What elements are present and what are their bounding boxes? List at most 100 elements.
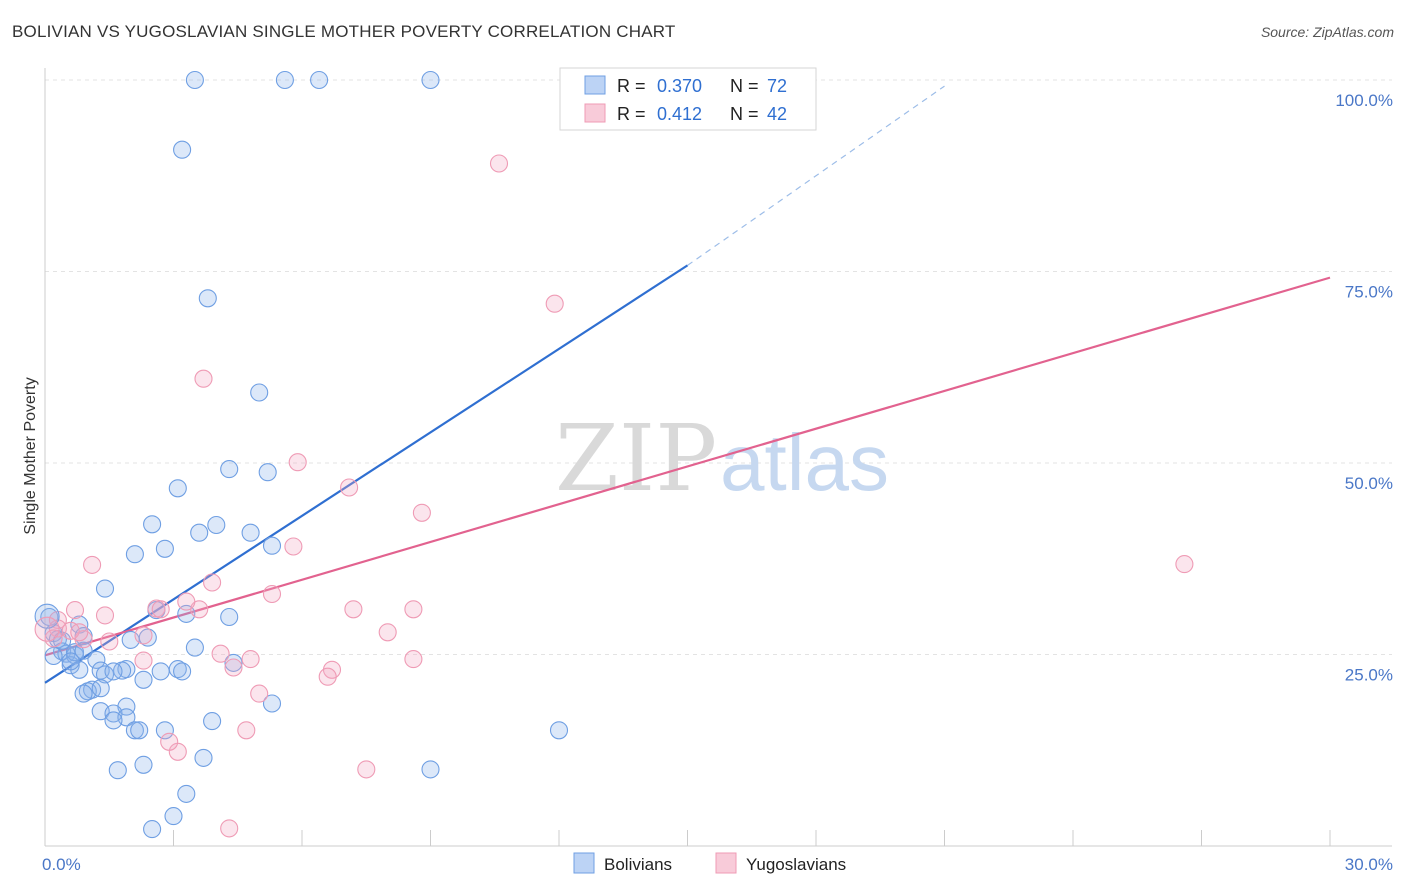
point-yugoslavians-13	[95, 606, 115, 625]
point-bolivians-63	[164, 807, 183, 826]
point-bolivians-15	[155, 539, 174, 558]
point-bolivians-13	[241, 523, 260, 542]
point-yugoslavians-8	[284, 537, 303, 556]
watermark: ZIP atlas	[555, 405, 889, 512]
point-yugoslavians-14	[65, 601, 85, 620]
point-bolivians-56	[155, 721, 174, 740]
point-yugoslavians-19	[404, 600, 423, 619]
point-yugoslavians-34	[250, 684, 269, 703]
legend-n-label-1: N =	[730, 76, 759, 96]
point-yugoslavians-20	[177, 592, 196, 611]
y-tick-label-2: 75.0%	[1345, 283, 1393, 302]
point-bolivians-1	[275, 70, 294, 90]
point-bolivians-59	[134, 755, 153, 774]
point-yugoslavians-6	[412, 503, 431, 522]
point-yugoslavians-41	[70, 623, 89, 642]
trend-lines	[44, 85, 1331, 684]
point-bolivians-51	[104, 711, 123, 730]
point-bolivians-43	[134, 670, 153, 689]
point-yugoslavians-27	[211, 644, 230, 663]
point-bolivians-17	[95, 579, 115, 598]
point-bolivians-7	[220, 460, 239, 479]
legend-r-label-1: R =	[617, 76, 646, 96]
point-yugoslavians-35	[237, 721, 256, 740]
point-bolivians-31	[44, 646, 63, 666]
point-yugoslavians-28	[241, 650, 260, 669]
legend: R = 0.370 N = 72 R = 0.412 N = 42	[559, 67, 817, 131]
point-bolivians-70	[173, 662, 192, 681]
point-bolivians-20	[220, 607, 239, 627]
point-yugoslavians-37	[160, 732, 179, 751]
bottom-legend-swatch-bolivians	[573, 852, 595, 874]
chart-source: Source: ZipAtlas.com	[1260, 24, 1394, 40]
point-yugoslavians-cluster	[34, 616, 60, 642]
bottom-legend-bolivians: Bolivians	[604, 855, 672, 874]
point-bolivians-2	[310, 70, 329, 90]
point-yugoslavians-33	[318, 667, 337, 686]
point-bolivians-53	[262, 694, 282, 713]
point-yugoslavians-9	[203, 573, 222, 592]
point-bolivians-62	[177, 784, 196, 803]
point-yugoslavians-3	[194, 369, 213, 388]
point-bolivians-52	[203, 712, 222, 731]
point-bolivians-55	[130, 721, 149, 740]
y-tick-label-0: 25.0%	[1345, 666, 1393, 685]
legend-r-value-1: 0.370	[657, 76, 702, 96]
point-yugoslavians-18	[344, 600, 363, 619]
grid-lines	[45, 79, 1392, 655]
point-bolivians-69	[104, 662, 123, 681]
point-yugoslavians-38	[357, 760, 376, 779]
trend-line-bolivians	[44, 264, 689, 684]
chart-title: BOLIVIAN VS YUGOSLAVIAN SINGLE MOTHER PO…	[12, 22, 676, 41]
point-bolivians-61	[421, 760, 440, 779]
point-yugoslavians-5	[340, 478, 359, 497]
point-bolivians-65	[91, 679, 110, 698]
point-yugoslavians-23	[378, 623, 397, 642]
data-points	[34, 70, 1194, 839]
bottom-legend-yugoslavians: Yugoslavians	[746, 855, 846, 874]
legend-r-value-2: 0.412	[657, 104, 702, 124]
point-yugoslavians-16	[151, 600, 170, 619]
point-bolivians-58	[194, 748, 213, 767]
legend-n-label-2: N =	[730, 104, 759, 124]
legend-r-label-2: R =	[617, 104, 646, 124]
point-yugoslavians-4	[288, 453, 307, 472]
legend-n-value-1: 72	[767, 76, 787, 96]
bottom-legend-swatch-yugoslavians	[715, 852, 737, 874]
legend-swatch-bolivians	[584, 75, 606, 95]
point-yugoslavians-7	[83, 555, 102, 574]
x-tick-label-0: 0.0%	[42, 855, 81, 874]
point-bolivians-11	[190, 523, 209, 542]
point-yugoslavians-25	[100, 632, 119, 651]
point-yugoslavians-31	[224, 658, 243, 677]
legend-n-value-2: 42	[767, 104, 787, 124]
point-bolivians-38	[151, 662, 170, 681]
point-yugoslavians-29	[404, 650, 423, 669]
point-yugoslavians-39	[220, 819, 239, 838]
point-bolivians-3	[421, 70, 440, 90]
point-bolivians-42	[224, 653, 243, 672]
x-tick-label-1: 30.0%	[1345, 855, 1393, 874]
y-tick-label-3: 100.0%	[1335, 91, 1393, 110]
point-bolivians-0	[185, 70, 204, 90]
point-bolivians-46	[74, 684, 93, 703]
y-tick-label-1: 50.0%	[1345, 474, 1393, 493]
point-bolivians-9	[168, 479, 187, 498]
watermark-zip: ZIP	[555, 405, 717, 512]
legend-swatch-yugoslavians	[584, 103, 606, 123]
point-bolivians-16	[125, 545, 144, 564]
point-yugoslavians-1	[489, 154, 509, 173]
point-bolivians-4	[173, 140, 192, 159]
y-axis-label: Single Mother Poverty	[22, 377, 39, 534]
point-bolivians-60	[108, 761, 127, 780]
point-bolivians-12	[207, 515, 226, 535]
point-bolivians-33	[87, 650, 106, 669]
point-bolivians-cluster	[34, 603, 60, 629]
point-bolivians-14	[262, 536, 282, 555]
point-bolivians-6	[250, 383, 269, 402]
bottom-legend: Bolivians Yugoslavians	[573, 852, 846, 874]
point-yugoslavians-10	[262, 584, 282, 604]
point-bolivians-8	[258, 463, 277, 482]
trend-line-bolivians-extrapolated	[687, 85, 945, 266]
